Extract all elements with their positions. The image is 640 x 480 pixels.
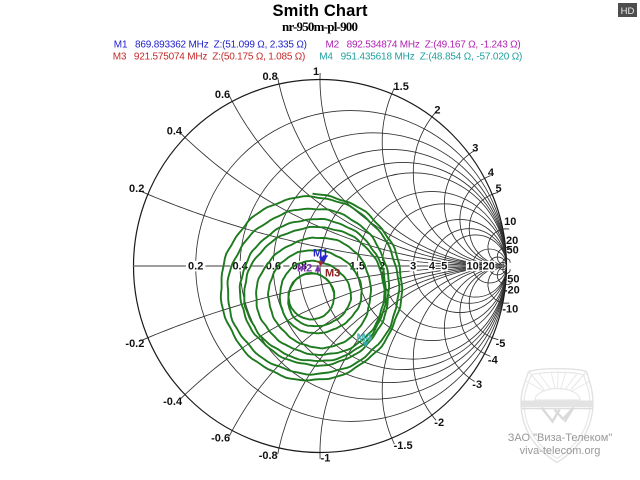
svg-text:M2 892.534874 MHz Z:(49.167: M2 892.534874 MHz Z:(49.167 Ω, -1.243 Ω) <box>326 40 521 51</box>
svg-text:-2: -2 <box>434 417 444 429</box>
svg-text:50: 50 <box>506 245 518 257</box>
svg-text:0.8: 0.8 <box>262 71 277 83</box>
svg-text:viva-telecom.org: viva-telecom.org <box>520 445 601 457</box>
svg-text:-0.2: -0.2 <box>125 338 144 350</box>
svg-text:M2: M2 <box>297 263 312 275</box>
svg-text:-10: -10 <box>502 304 518 316</box>
svg-text:M1: M1 <box>313 248 328 260</box>
svg-text:2: 2 <box>434 105 440 117</box>
svg-text:-0.6: -0.6 <box>211 433 230 445</box>
svg-text:10: 10 <box>466 261 478 273</box>
svg-text:-0.8: -0.8 <box>259 450 278 462</box>
svg-text:M4 951.435618 MHz Z:(48.854: M4 951.435618 MHz Z:(48.854 Ω, -57.020 Ω… <box>319 52 522 63</box>
svg-text:4: 4 <box>429 261 436 273</box>
svg-text:M4: M4 <box>357 332 373 344</box>
svg-text:0.8: 0.8 <box>292 261 307 273</box>
svg-text:0.2: 0.2 <box>129 183 144 195</box>
svg-text:M1 869.893362 MHz Z:(51.099: M1 869.893362 MHz Z:(51.099 Ω, 2.335 Ω) <box>114 40 307 51</box>
svg-text:3: 3 <box>472 142 478 154</box>
svg-text:-20: -20 <box>504 284 520 296</box>
svg-text:HD: HD <box>621 6 635 17</box>
svg-text:-50: -50 <box>504 273 520 285</box>
svg-text:M3: M3 <box>325 268 340 280</box>
svg-text:4: 4 <box>488 167 495 179</box>
svg-text:20: 20 <box>483 261 495 273</box>
svg-text:M3 921.575074 MHz Z:(50.175: M3 921.575074 MHz Z:(50.175 Ω, 1.085 Ω) <box>113 52 306 63</box>
svg-text:Smith Chart: Smith Chart <box>273 2 369 20</box>
svg-text:-0.4: -0.4 <box>163 396 183 408</box>
svg-text:1: 1 <box>313 66 319 78</box>
svg-text:nr-950m-pl-900: nr-950m-pl-900 <box>282 19 358 34</box>
svg-text:-5: -5 <box>496 338 506 350</box>
svg-text:-1: -1 <box>321 453 331 465</box>
svg-text:0.6: 0.6 <box>215 89 230 101</box>
svg-text:3: 3 <box>410 261 416 273</box>
svg-text:0.6: 0.6 <box>266 261 281 273</box>
svg-text:1.5: 1.5 <box>394 81 409 93</box>
svg-text:5: 5 <box>441 261 447 273</box>
svg-text:5: 5 <box>496 183 502 195</box>
svg-text:-3: -3 <box>472 379 482 391</box>
svg-text:0.4: 0.4 <box>167 125 183 137</box>
svg-text:10: 10 <box>504 216 516 228</box>
svg-text:-4: -4 <box>488 355 499 367</box>
svg-text:20: 20 <box>506 235 518 247</box>
svg-text:-1.5: -1.5 <box>394 440 413 452</box>
svg-text:ЗАО "Виза-Телеком": ЗАО "Виза-Телеком" <box>508 432 613 444</box>
svg-text:0.2: 0.2 <box>188 261 203 273</box>
